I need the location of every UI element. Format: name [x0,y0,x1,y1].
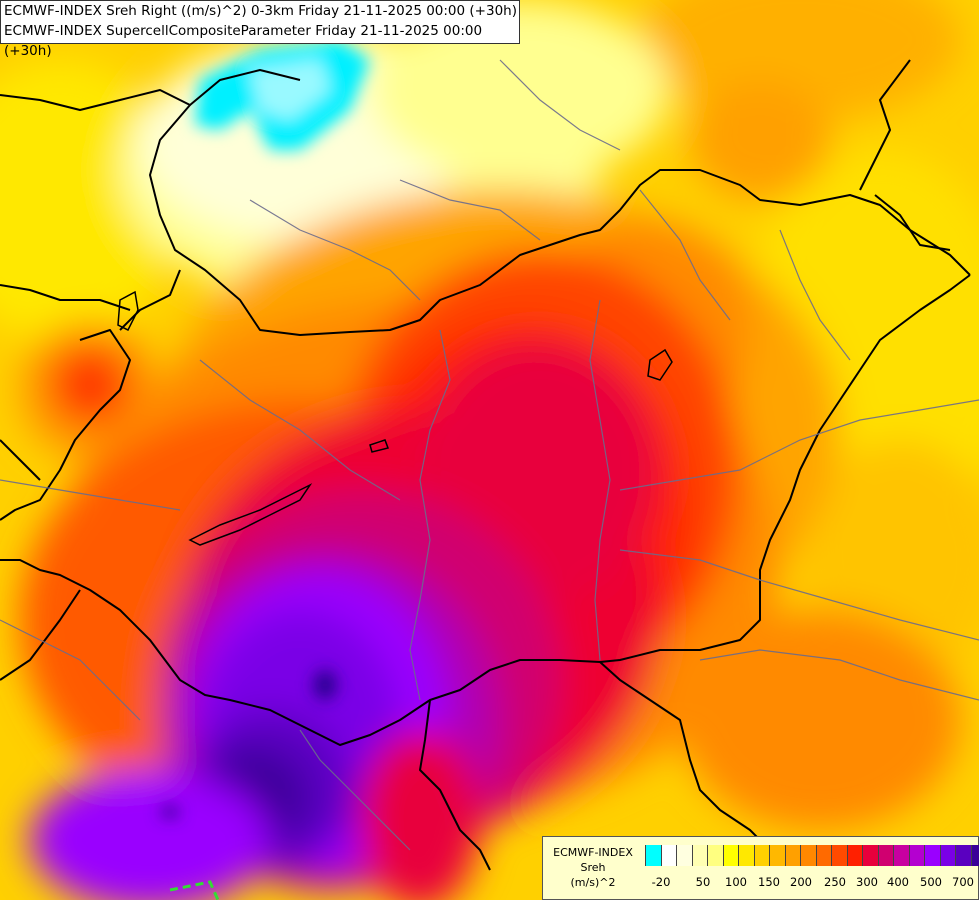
legend-label-line3: (m/s)^2 [570,876,616,889]
legend-tick-label: 100 [725,875,747,889]
map-title-line2: ECMWF-INDEX SupercellCompositeParameter … [4,23,483,59]
lakes [117,290,673,546]
legend-swatch [691,845,707,866]
legend-label-line1: ECMWF-INDEX [553,846,633,859]
legend-label: ECMWF-INDEX Sreh (m/s)^2 [545,845,641,890]
legend-tick-label: 500 [920,875,942,889]
legend-swatch [676,845,692,866]
legend-tick-label: -20 [651,875,671,889]
regional-borders [0,59,979,851]
legend-swatch [645,845,661,866]
legend-swatch [939,845,955,866]
map-title-box: ECMWF-INDEX Sreh Right ((m/s)^2) 0-3km F… [0,0,520,59]
legend-tick-label: 250 [824,875,846,889]
legend-swatch [831,845,847,866]
legend-swatch [877,845,893,866]
legend-swatch [784,845,800,866]
legend-swatches [645,845,979,866]
green-dashed-mark [169,880,220,900]
legend-tick-label: 200 [790,875,812,889]
legend-swatch [955,845,971,866]
legend-swatch [753,845,769,866]
legend-swatch [862,845,878,866]
legend-swatch [846,845,862,866]
legend-swatch [707,845,723,866]
legend-swatch [924,845,940,866]
legend-tick-label: 300 [856,875,878,889]
legend-ticks: -20 50 100 150 200 250 300 400 500 700 [645,875,975,891]
legend-swatch [800,845,816,866]
legend-swatch [815,845,831,866]
legend-tick-label: 700 [952,875,974,889]
legend-swatch [738,845,754,866]
legend-swatch [893,845,909,866]
map-title-line1: ECMWF-INDEX Sreh Right ((m/s)^2) 0-3km F… [4,3,517,19]
legend-tick-label: 50 [695,875,711,889]
country-borders [0,59,971,871]
legend-swatch [769,845,785,866]
legend-swatch [660,845,676,866]
legend-label-line2: Sreh [580,861,606,874]
legend-swatch [722,845,738,866]
color-legend: ECMWF-INDEX Sreh (m/s)^2 -20 50 100 150 200 2… [542,836,979,900]
legend-swatch [970,845,979,866]
legend-swatch [908,845,924,866]
legend-tick-label: 150 [758,875,780,889]
legend-tick-label: 400 [887,875,909,889]
